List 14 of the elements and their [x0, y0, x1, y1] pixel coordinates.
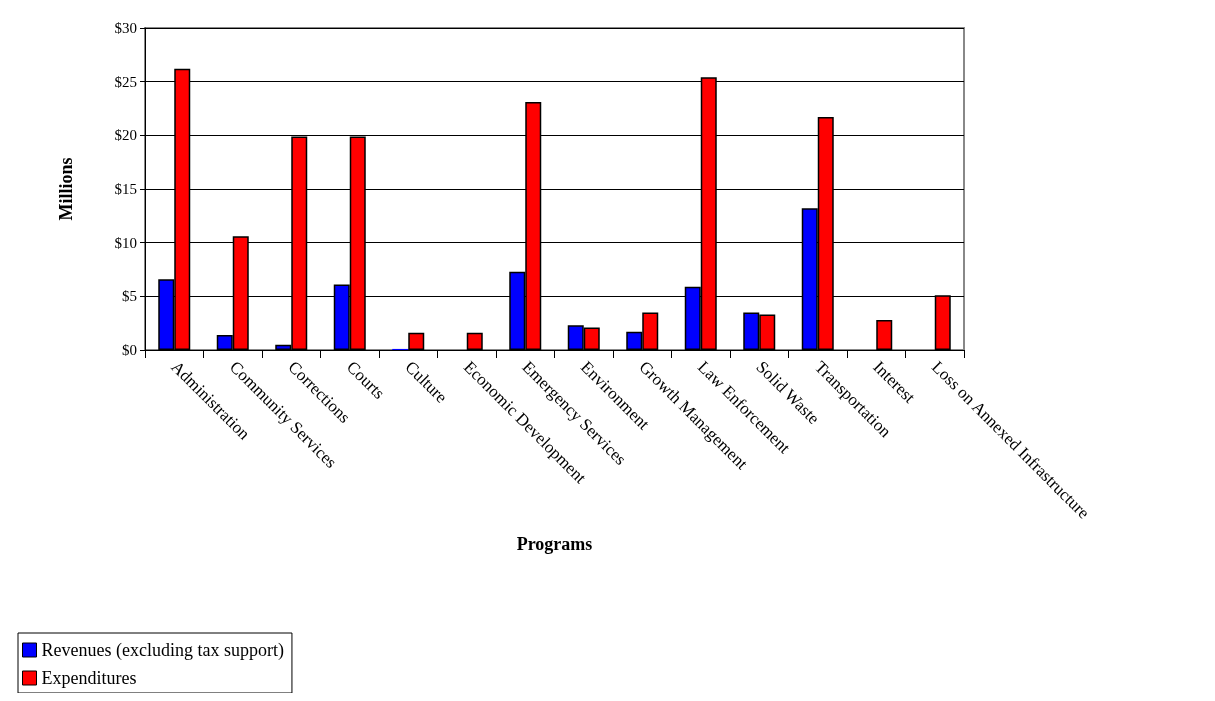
y-tick-label: $10 — [114, 234, 137, 251]
legend-label: Revenues (excluding tax support) — [41, 640, 284, 661]
y-tick-label: $25 — [114, 73, 137, 90]
bar — [466, 332, 483, 350]
legend-label: Expenditures — [41, 668, 137, 688]
y-tick-label: $0 — [122, 342, 137, 358]
y-axis-title: Millions — [56, 157, 76, 221]
y-tick-label: $30 — [114, 20, 137, 36]
y-tick-label: $15 — [114, 181, 137, 197]
bar — [408, 332, 425, 350]
y-tick-label: $20 — [114, 127, 137, 144]
x-axis-title: Programs — [516, 534, 593, 554]
y-tick-label: $5 — [122, 288, 137, 305]
bar — [876, 319, 893, 350]
